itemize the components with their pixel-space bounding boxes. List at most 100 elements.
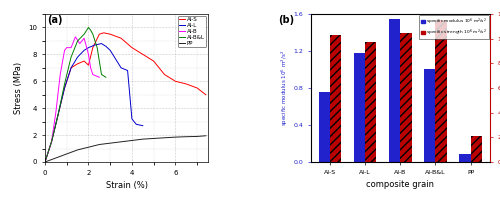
Al-S — [68, 67, 74, 69]
Al-L — [129, 118, 135, 120]
Al-B&L — [103, 76, 109, 78]
Bar — [400, 32, 411, 162]
Bar — [424, 69, 436, 162]
Line: Al-S: Al-S — [45, 33, 206, 162]
Bar — [460, 154, 470, 162]
Al-S — [150, 60, 156, 62]
Al-B&L — [94, 46, 100, 49]
Al-B — [62, 49, 68, 52]
Al-L — [68, 67, 74, 69]
Al-B — [72, 36, 78, 38]
Al-B — [90, 73, 96, 76]
Al-S — [90, 46, 96, 49]
PP — [129, 139, 135, 142]
PP — [86, 146, 91, 148]
Bar — [319, 92, 330, 162]
Bar — [470, 136, 482, 162]
Al-B&L — [48, 141, 54, 143]
Bar — [389, 19, 400, 162]
Al-B — [96, 76, 102, 78]
Bar — [354, 53, 365, 162]
Line: PP: PP — [45, 136, 206, 162]
Al-B&L — [68, 56, 74, 58]
Al-B — [77, 42, 83, 45]
Al-B&L — [74, 40, 80, 42]
Text: (b): (b) — [278, 15, 294, 25]
PP — [74, 149, 80, 151]
Legend: specific modulus 10$^6$ m$^2$/s$^2$, specific strength 10$^6$ m$^2$/s$^2$: specific modulus 10$^6$ m$^2$/s$^2$, spe… — [420, 15, 488, 39]
PP — [96, 143, 102, 146]
Al-B&L — [98, 73, 104, 76]
Al-L — [103, 45, 109, 47]
Al-L — [86, 46, 91, 49]
PP — [150, 137, 156, 140]
Line: Al-B: Al-B — [45, 37, 100, 162]
Al-S — [140, 53, 146, 56]
PP — [194, 135, 200, 138]
PP — [107, 142, 113, 144]
Al-S — [48, 141, 54, 143]
Al-L — [55, 114, 61, 116]
Al-L — [81, 49, 87, 52]
Al-L — [98, 42, 104, 45]
Bar — [365, 42, 376, 162]
Al-S — [42, 161, 48, 163]
PP — [42, 161, 48, 163]
Line: Al-L: Al-L — [45, 44, 143, 162]
Al-L — [74, 56, 80, 58]
Al-S — [172, 80, 178, 82]
Al-S — [184, 83, 190, 85]
PP — [184, 136, 190, 138]
Al-B&L — [81, 33, 87, 35]
Al-L — [140, 124, 146, 127]
Al-S — [194, 87, 200, 89]
Al-L — [118, 67, 124, 69]
Y-axis label: Stress (MPa): Stress (MPa) — [14, 62, 23, 114]
Al-S — [162, 73, 168, 76]
PP — [203, 135, 209, 137]
PP — [162, 137, 168, 139]
Al-B — [68, 46, 74, 49]
Al-S — [129, 46, 135, 49]
X-axis label: composite grain: composite grain — [366, 180, 434, 189]
Al-B&L — [55, 114, 61, 116]
PP — [118, 141, 124, 143]
Al-B — [57, 73, 63, 76]
Al-B&L — [90, 33, 96, 35]
Al-S — [96, 33, 102, 35]
Al-B&L — [42, 161, 48, 163]
Al-S — [74, 63, 80, 65]
Al-L — [124, 69, 130, 72]
Al-B&L — [62, 83, 68, 85]
Al-B&L — [88, 29, 94, 31]
Al-L — [134, 123, 140, 126]
Al-S — [107, 33, 113, 35]
Al-B — [86, 53, 91, 56]
Al-S — [81, 60, 87, 62]
PP — [172, 136, 178, 138]
Al-B&L — [86, 26, 91, 29]
Al-L — [48, 141, 54, 143]
Al-S — [62, 87, 68, 89]
Text: (a): (a) — [46, 15, 62, 25]
PP — [140, 138, 146, 140]
Al-B — [48, 141, 54, 143]
X-axis label: Strain (%): Strain (%) — [106, 181, 148, 190]
Al-S — [86, 64, 91, 66]
Al-S — [55, 114, 61, 116]
Bar — [436, 20, 446, 162]
Al-B — [81, 37, 87, 39]
Al-L — [42, 161, 48, 163]
Line: Al-B&L: Al-B&L — [45, 27, 106, 162]
Al-S — [203, 94, 209, 96]
PP — [53, 157, 59, 159]
Legend: Al-S, Al-L, Al-B, Al-B&L, PP: Al-S, Al-L, Al-B, Al-B&L, PP — [178, 16, 206, 47]
PP — [64, 153, 70, 155]
Al-B — [42, 161, 48, 163]
Al-B — [64, 46, 70, 49]
Y-axis label: specific modulus 10$^{6}$ m$^{2}$/s$^{2}$: specific modulus 10$^{6}$ m$^{2}$/s$^{2}… — [280, 50, 290, 126]
Al-L — [62, 87, 68, 89]
Al-B — [88, 67, 94, 69]
Bar — [330, 35, 342, 162]
Al-L — [92, 44, 98, 46]
